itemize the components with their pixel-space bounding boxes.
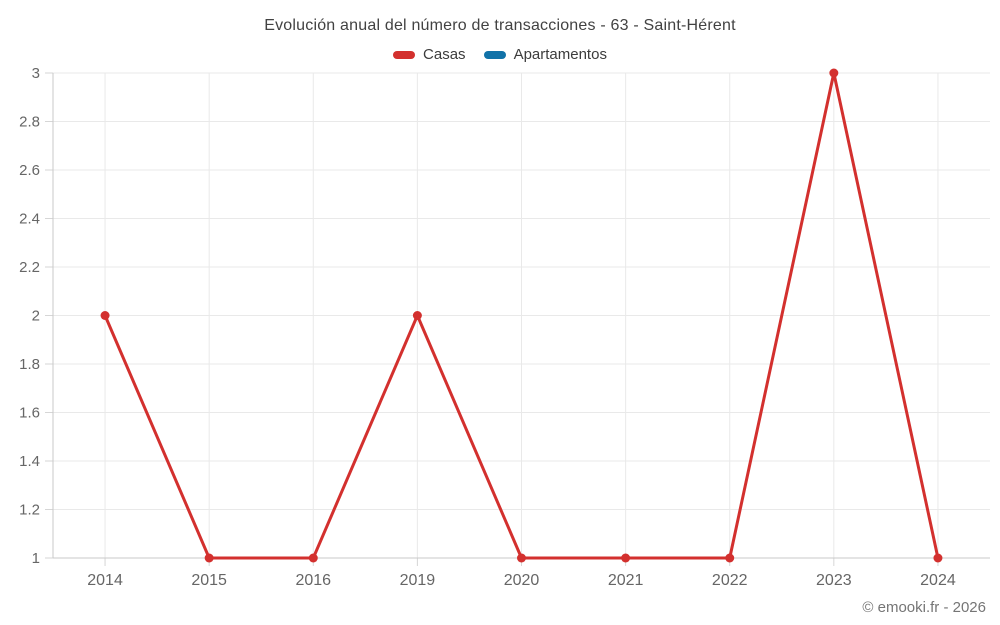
legend-item-casas[interactable]: Casas [393, 46, 466, 63]
svg-text:1.8: 1.8 [19, 356, 40, 373]
svg-text:1: 1 [32, 550, 40, 567]
svg-text:2016: 2016 [295, 572, 331, 589]
svg-text:2.4: 2.4 [19, 211, 40, 228]
copyright-text: © emooki.fr - 2026 [862, 599, 986, 616]
legend-item-apartamentos[interactable]: Apartamentos [483, 46, 607, 63]
legend-swatch-casas-icon [393, 50, 416, 59]
legend-label-apartamentos: Apartamentos [513, 46, 607, 63]
legend-swatch-apartamentos-icon [483, 50, 506, 59]
svg-text:2019: 2019 [400, 572, 436, 589]
svg-text:2024: 2024 [920, 572, 956, 589]
svg-text:1.2: 1.2 [19, 502, 40, 519]
svg-text:2.2: 2.2 [19, 259, 40, 276]
svg-text:1.6: 1.6 [19, 405, 40, 422]
svg-text:2020: 2020 [504, 572, 540, 589]
svg-text:2021: 2021 [608, 572, 644, 589]
chart-title: Evolución anual del número de transaccio… [264, 17, 736, 34]
svg-text:1.4: 1.4 [19, 453, 40, 470]
legend-label-casas: Casas [423, 46, 466, 63]
legend: Casas Apartamentos [0, 46, 1000, 63]
svg-text:2: 2 [32, 308, 40, 325]
svg-text:3: 3 [32, 65, 40, 82]
svg-text:2.8: 2.8 [19, 114, 40, 131]
svg-text:2.6: 2.6 [19, 162, 40, 179]
svg-text:2014: 2014 [87, 572, 123, 589]
svg-text:2015: 2015 [191, 572, 227, 589]
svg-text:2023: 2023 [816, 572, 852, 589]
svg-text:2022: 2022 [712, 572, 748, 589]
